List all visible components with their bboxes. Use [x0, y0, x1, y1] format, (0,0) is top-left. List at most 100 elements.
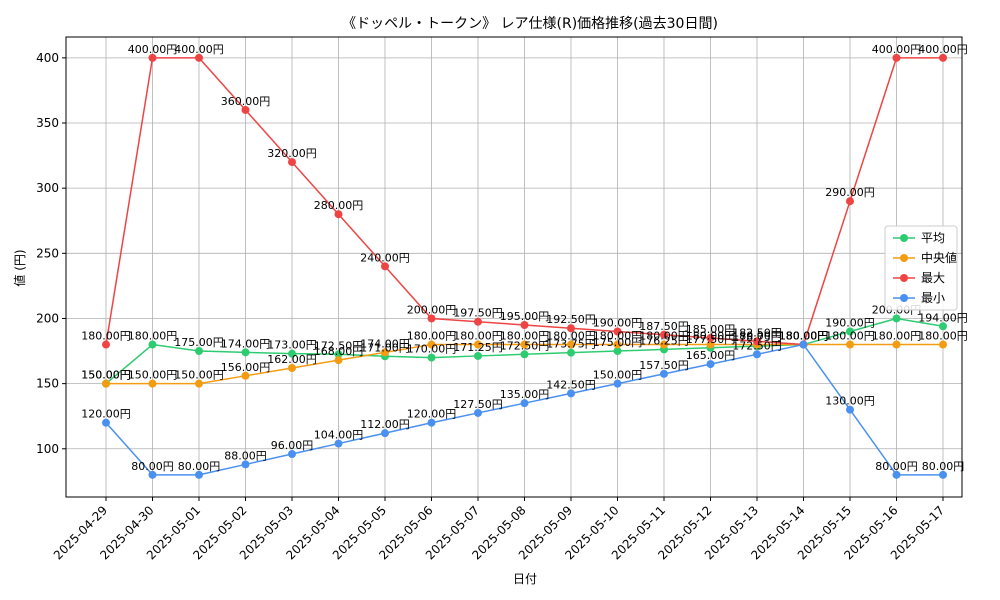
data-label: 174.00円 [221, 337, 271, 350]
data-label: 80.00円 [178, 460, 221, 473]
data-label: 197.50円 [453, 307, 503, 320]
data-point [892, 340, 901, 349]
data-label: 171.00円 [360, 341, 410, 354]
data-label: 112.00円 [360, 418, 410, 431]
data-point [427, 340, 436, 349]
chart-title: 《ドッペル・トークン》 レア仕様(R)価格推移(過去30日間) [342, 16, 718, 32]
data-label: 195.00円 [500, 310, 550, 323]
data-point [241, 460, 250, 469]
data-label: 174.00円 [360, 337, 410, 350]
data-point [288, 449, 296, 458]
data-point [148, 470, 157, 479]
data-point [706, 334, 715, 343]
data-label: 168.00円 [314, 345, 364, 358]
data-point [334, 356, 343, 365]
data-label: 180.00円 [732, 330, 782, 343]
data-point [427, 314, 436, 323]
data-label: 80.00円 [131, 460, 174, 473]
data-point [474, 351, 482, 360]
data-label: 104.00円 [314, 429, 364, 442]
data-point [846, 405, 854, 414]
data-label: 157.50円 [639, 359, 689, 372]
legend-label: 最大 [921, 271, 945, 285]
data-point [427, 418, 436, 427]
data-point [427, 353, 436, 362]
data-point [381, 348, 389, 357]
data-label: 187.50円 [639, 320, 689, 333]
data-point [520, 399, 529, 408]
data-point [939, 53, 947, 62]
data-point [892, 53, 901, 62]
data-label: 127.50円 [453, 398, 503, 411]
data-label: 200.00円 [407, 303, 457, 316]
data-point [567, 340, 575, 349]
data-label: 172.50円 [314, 339, 364, 352]
y-tick-label: 250 [36, 246, 59, 260]
data-label: 290.00円 [825, 186, 875, 199]
data-label: 96.00円 [271, 439, 314, 452]
data-label: 177.50円 [686, 333, 736, 346]
x-axis-label: 日付 [513, 572, 537, 586]
legend-item: 中央値 [893, 250, 957, 265]
data-point [520, 320, 529, 329]
data-label: 180.00円 [779, 330, 829, 343]
data-point [148, 340, 157, 349]
data-label: 180.00円 [779, 330, 829, 343]
data-point [474, 408, 482, 417]
data-label: 176.25円 [639, 334, 689, 347]
legend-box [884, 225, 958, 311]
data-label: 400.00円 [174, 43, 224, 56]
data-label: 180.00円 [872, 330, 922, 343]
data-label: 180.00円 [779, 330, 829, 343]
data-label: 190.00円 [825, 317, 875, 330]
legend-item: 最小 [893, 291, 945, 305]
data-label: 180.00円 [500, 330, 550, 343]
data-point [334, 350, 343, 359]
data-label: 80.00円 [922, 460, 965, 473]
data-label: 120.00円 [407, 408, 457, 421]
data-label: 192.50円 [546, 313, 596, 326]
data-point [892, 470, 901, 479]
series-3 [102, 340, 947, 479]
data-label: 180.00円 [779, 330, 829, 343]
legend-label: 最小 [921, 291, 945, 305]
data-point [613, 340, 622, 349]
data-point [706, 340, 715, 349]
data-label: 150.00円 [593, 369, 643, 382]
data-label: 280.00円 [314, 199, 364, 212]
data-point [520, 350, 529, 359]
data-label: 400.00円 [918, 43, 968, 56]
y-tick-label: 100 [36, 442, 59, 456]
data-point [567, 389, 575, 398]
data-label: 162.00円 [267, 353, 317, 366]
data-label: 150.00円 [128, 369, 178, 382]
data-label: 180.00円 [593, 330, 643, 343]
legend-swatch-marker [900, 294, 908, 302]
data-point [148, 379, 157, 388]
data-label: 173.00円 [267, 339, 317, 352]
legend-item: 最大 [893, 271, 945, 285]
data-label: 171.25円 [453, 341, 503, 354]
data-label: 180.00円 [546, 330, 596, 343]
y-tick-label: 150 [36, 377, 59, 391]
data-label: 150.00円 [81, 369, 131, 382]
data-label: 135.00円 [500, 388, 550, 401]
data-point [706, 360, 715, 369]
data-point [334, 439, 343, 448]
data-label: 88.00円 [224, 449, 267, 462]
data-point [381, 429, 389, 438]
data-point [195, 470, 203, 479]
data-point [613, 327, 622, 336]
data-point [892, 314, 901, 323]
legend-swatch-marker [900, 274, 908, 282]
data-label: 240.00円 [360, 251, 410, 264]
data-label: 175.00円 [593, 336, 643, 349]
data-point [613, 379, 622, 388]
data-labels: 150.00円180.00円175.00円174.00円173.00円172.5… [81, 43, 968, 473]
data-point [474, 340, 482, 349]
data-label: 400.00円 [872, 43, 922, 56]
y-axis-label: 値 (円) [12, 249, 27, 286]
data-label: 320.00円 [267, 147, 317, 160]
